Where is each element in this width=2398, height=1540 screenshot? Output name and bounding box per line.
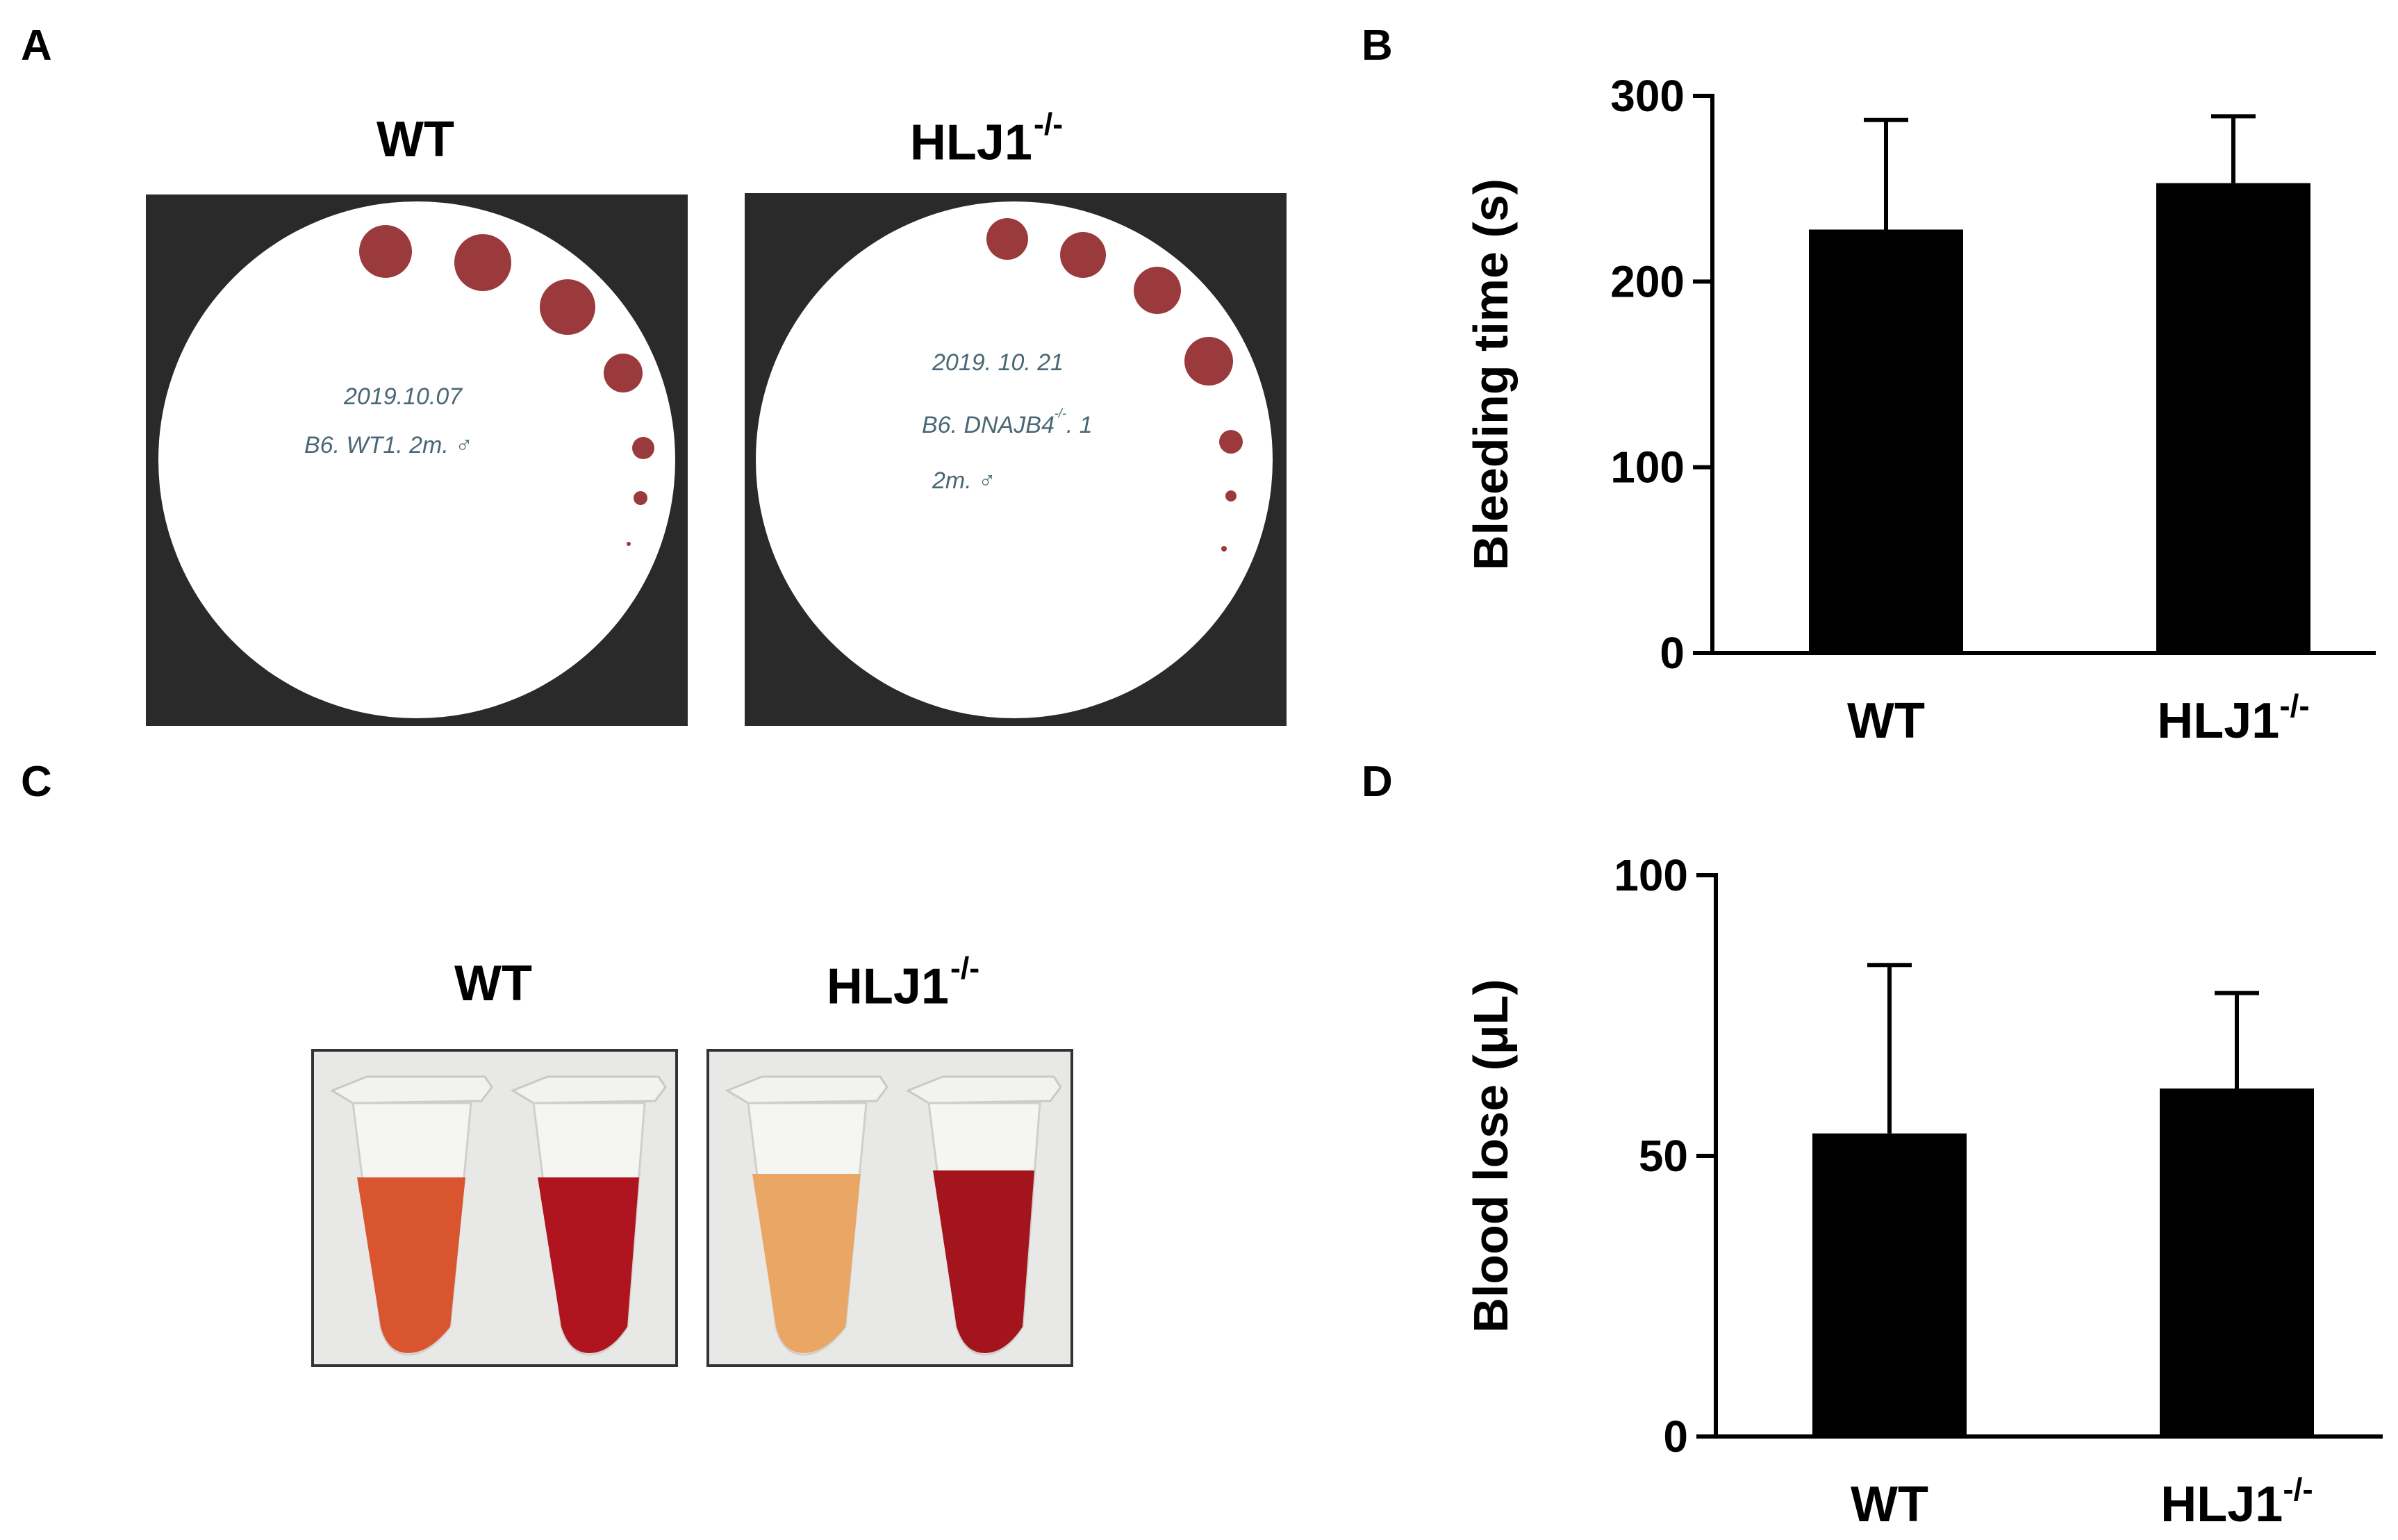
filter-paper-photo-wt: 2019.10.07 B6. WT1. 2m. ♂ bbox=[146, 194, 688, 726]
note-line-2: B6. DNAJB4-/-. 1 bbox=[922, 406, 1093, 438]
tube-photo-hlj1 bbox=[706, 1049, 1073, 1367]
note-line: 2019. 10. 21 bbox=[932, 349, 1064, 376]
panel-a-title-hlj1-sup: -/- bbox=[1033, 108, 1064, 142]
tube-liquid bbox=[752, 1174, 861, 1353]
blood-spot bbox=[540, 279, 595, 335]
y-tick-label: 100 bbox=[1610, 442, 1685, 492]
tube-liquid bbox=[933, 1170, 1034, 1353]
blood-spot bbox=[1134, 267, 1181, 314]
y-tick-label: 0 bbox=[1660, 628, 1685, 678]
handwritten-note: 2019.10.07 B6. WT1. 2m. ♂ bbox=[304, 383, 473, 458]
panel-letter-b: B bbox=[1362, 22, 1393, 69]
panel-a-title-hlj1-text: HLJ1 bbox=[909, 115, 1032, 171]
note-line-2-text: B6. DNAJB4 bbox=[922, 412, 1055, 438]
panel-letter-a: A bbox=[21, 22, 52, 69]
y-tick-label: 300 bbox=[1610, 71, 1685, 121]
filter-paper-disc bbox=[756, 201, 1273, 718]
note-line-2-suffix: . 1 bbox=[1066, 412, 1093, 438]
panel-c-title-wt-text: WT bbox=[454, 956, 532, 1011]
tube-liquid bbox=[357, 1177, 465, 1353]
bar bbox=[1812, 1133, 1967, 1436]
panel-letter-d: D bbox=[1362, 758, 1393, 806]
x-category-label-text: HLJ1 bbox=[2157, 693, 2279, 749]
panel-a-title-hlj1: HLJ1-/- bbox=[841, 108, 1132, 172]
y-axis-label: Bleeding time (s) bbox=[1464, 179, 1518, 570]
y-tick-label: 50 bbox=[1639, 1131, 1688, 1181]
blood-spot bbox=[1060, 232, 1106, 278]
tube bbox=[725, 1075, 888, 1356]
blood-spot bbox=[1219, 430, 1243, 454]
x-category-label-text: WT bbox=[1847, 693, 1925, 749]
y-tick-label: 200 bbox=[1610, 256, 1685, 306]
note-line: B6. WT1. 2m. ♂ bbox=[304, 432, 473, 458]
blood-spots bbox=[359, 225, 654, 546]
y-tick-label: 100 bbox=[1614, 850, 1688, 900]
blood-spots bbox=[986, 218, 1243, 552]
note-line: 2m. ♂ bbox=[932, 467, 996, 494]
tube-cap bbox=[905, 1075, 1062, 1104]
note-line-2-sup: -/- bbox=[1055, 406, 1066, 420]
panel-c-title-hlj1-text: HLJ1 bbox=[826, 959, 949, 1015]
bleeding-time-chart: 0 100 200 300 Bleeding time (s) WT HLJ1-/- bbox=[1464, 71, 2376, 749]
blood-spot bbox=[632, 437, 654, 459]
tube bbox=[510, 1075, 667, 1356]
x-category-label: HLJ1-/- bbox=[2157, 688, 2309, 749]
blood-spot bbox=[454, 234, 511, 291]
blood-loss-chart: 0 50 100 Blood lose (μL) WT HLJ1-/- bbox=[1464, 850, 2383, 1532]
panel-c-title-hlj1: HLJ1-/- bbox=[771, 952, 1035, 1016]
note-line: 2019.10.07 bbox=[343, 383, 463, 410]
bar bbox=[2156, 183, 2310, 653]
y-axis-label: Blood lose (μL) bbox=[1464, 979, 1518, 1332]
x-category-label: HLJ1-/- bbox=[2160, 1471, 2313, 1532]
tube-liquid bbox=[538, 1177, 639, 1353]
panel-c-title-wt: WT bbox=[403, 955, 584, 1012]
panel-a-title-wt: WT bbox=[325, 111, 506, 168]
blood-spot bbox=[604, 354, 643, 392]
x-category-label-sup: -/- bbox=[2283, 1471, 2313, 1507]
blood-spot bbox=[986, 218, 1028, 260]
x-category-label-text: HLJ1 bbox=[2160, 1477, 2283, 1532]
bar bbox=[2160, 1088, 2314, 1436]
tube-cap bbox=[725, 1075, 888, 1104]
x-category-label: WT bbox=[1847, 693, 1925, 749]
blood-spot bbox=[1221, 546, 1227, 552]
x-category-label-sup: -/- bbox=[2279, 688, 2309, 724]
handwritten-note: 2019. 10. 21 B6. DNAJB4-/-. 1 2m. ♂ bbox=[922, 349, 1093, 494]
x-category-label-text: WT bbox=[1851, 1477, 1928, 1532]
tube-photo-wt bbox=[311, 1049, 678, 1367]
tube-cap bbox=[329, 1075, 493, 1104]
tube-cap bbox=[510, 1075, 667, 1104]
panel-c-title-hlj1-sup: -/- bbox=[950, 952, 980, 986]
y-tick-label: 0 bbox=[1663, 1411, 1688, 1462]
filter-paper-photo-hlj1: 2019. 10. 21 B6. DNAJB4-/-. 1 2m. ♂ bbox=[745, 193, 1287, 726]
tube bbox=[329, 1075, 493, 1356]
blood-spot bbox=[627, 542, 631, 546]
bar bbox=[1809, 229, 1963, 654]
blood-spot bbox=[359, 225, 412, 278]
filter-paper-disc bbox=[158, 201, 675, 718]
blood-spot bbox=[1184, 337, 1233, 386]
panel-a-title-wt-text: WT bbox=[377, 112, 454, 167]
x-category-label: WT bbox=[1851, 1477, 1928, 1532]
blood-spot bbox=[1225, 490, 1237, 502]
panel-letter-c: C bbox=[21, 758, 52, 806]
tube bbox=[905, 1075, 1062, 1356]
blood-spot bbox=[634, 491, 647, 505]
